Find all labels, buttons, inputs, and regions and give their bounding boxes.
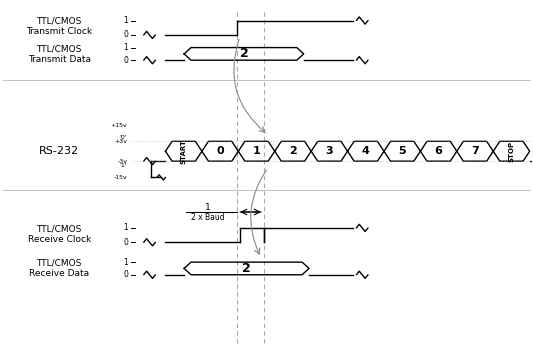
Text: 5: 5 [398, 146, 406, 156]
Text: 1: 1 [124, 258, 128, 267]
Text: TTL/CMOS
Receive Data: TTL/CMOS Receive Data [29, 259, 89, 278]
Text: -15v: -15v [114, 175, 127, 180]
Text: 0: 0 [124, 238, 128, 247]
Text: +3v: +3v [114, 139, 127, 144]
Text: 1: 1 [124, 223, 128, 232]
Text: -3v: -3v [117, 159, 127, 164]
Text: 2: 2 [239, 47, 248, 60]
Text: 2: 2 [242, 262, 251, 275]
Text: 7: 7 [471, 146, 479, 156]
Text: 0: 0 [216, 146, 224, 156]
Text: 2: 2 [289, 146, 297, 156]
Text: 3: 3 [326, 146, 333, 156]
Text: 0: 0 [124, 270, 128, 279]
Text: +15v: +15v [110, 123, 127, 128]
Text: RS-232: RS-232 [39, 147, 79, 156]
Text: 1: 1 [253, 146, 261, 156]
Text: 0: 0 [124, 56, 128, 65]
Text: 1: 1 [205, 203, 211, 212]
Text: STOP: STOP [508, 141, 514, 162]
Text: START: START [181, 139, 187, 164]
Text: '1': '1' [119, 163, 127, 168]
Text: 6: 6 [435, 146, 442, 156]
Text: 0: 0 [124, 30, 128, 39]
Text: 1: 1 [124, 43, 128, 52]
Text: 4: 4 [362, 146, 370, 156]
Text: TTL/CMOS
Receive Clock: TTL/CMOS Receive Clock [28, 225, 91, 244]
Text: '0': '0' [119, 135, 127, 139]
Text: 1: 1 [124, 16, 128, 25]
Text: TTL/CMOS
Transmit Data: TTL/CMOS Transmit Data [28, 45, 91, 64]
Text: TTL/CMOS
Transmit Clock: TTL/CMOS Transmit Clock [26, 17, 92, 36]
Text: 2 x Baud: 2 x Baud [191, 213, 225, 222]
